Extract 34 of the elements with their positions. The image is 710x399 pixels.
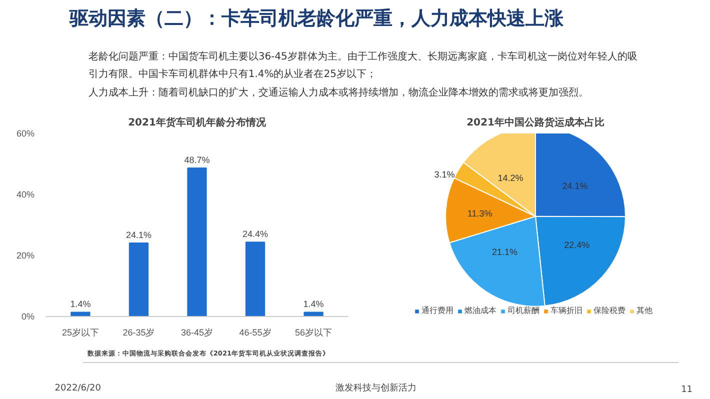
- text: 驱动因素（二）：卡车司机老龄化严重，人力成本快速上涨: [68, 8, 565, 30]
- text: 激发科技与创新活力: [336, 382, 416, 394]
- chart-title: 2021年中国公路货运成本占比: [466, 116, 604, 128]
- x-tick-label: 36-45岁: [180, 328, 214, 338]
- x-tick-label: 25岁以下: [62, 328, 99, 338]
- legend-label: 司机薪酬: [508, 305, 540, 316]
- text: 2022/6/20: [54, 384, 102, 394]
- data-label: 3.1%: [434, 169, 455, 180]
- text: 人力成本上升：随着司机缺口的扩大，交通运输人力成本或将持续增加，物流企业降本增效的需求或将更加强烈。: [88, 86, 588, 98]
- y-tick-label: 40%: [16, 190, 34, 200]
- y-tick-label: 0%: [21, 312, 35, 322]
- chart-title: 2021年货车司机年龄分布情况: [128, 116, 267, 128]
- legend-label: 通行费用: [422, 305, 454, 316]
- data-label: 48.7%: [184, 154, 210, 165]
- legend-label: 其他: [636, 305, 654, 316]
- data-label: 1.4%: [70, 299, 91, 310]
- text: 11: [681, 385, 693, 395]
- x-tick-label: 56岁以下: [295, 328, 332, 338]
- legend-label: 燃油成本: [464, 305, 496, 316]
- data-label: 22.4%: [564, 240, 590, 250]
- y-tick-label: 20%: [16, 250, 34, 260]
- data-label: 14.2%: [498, 173, 524, 184]
- data-label: 11.3%: [467, 208, 492, 218]
- x-tick-label: 46-55岁: [239, 328, 272, 338]
- text: 老龄化问题严重：中国货车司机主要以36-45岁群体为主。由于工作强度大、长期远离家庭，卡车司机这一岗位对年轻人的吸引力有限。中国卡车司机群体中只有1.4%的从业者在25岁以下；: [88, 50, 638, 80]
- legend-label: 车辆折旧: [550, 305, 582, 316]
- data-label: 1.4%: [303, 299, 324, 310]
- legend-label: 保险税费: [594, 305, 626, 316]
- data-label: 21.1%: [492, 247, 518, 258]
- y-tick-label: 60%: [16, 128, 34, 138]
- data-label: 24.1%: [562, 181, 588, 192]
- x-tick-label: 26-35岁: [122, 328, 155, 338]
- data-label: 24.1%: [126, 230, 152, 240]
- data-label: 24.4%: [242, 229, 268, 240]
